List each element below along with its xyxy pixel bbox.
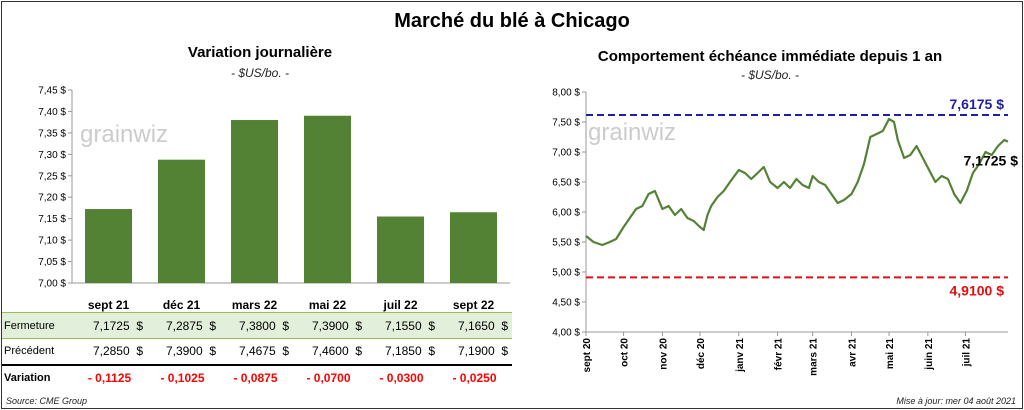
table-cell: 7,4600 $ — [293, 338, 366, 366]
bar-category-label: sept 22 — [453, 298, 495, 312]
line-y-tick-label: 7,50 $ — [552, 118, 580, 129]
line-x-tick-label: mai 21 — [885, 338, 896, 370]
line-y-tick-label: 5,50 $ — [552, 238, 580, 249]
table-cell: - 0,0250 — [452, 371, 497, 385]
bar-chart-plot: 7,00 $ 7,05 $ 7,10 $ 7,15 $ 7,20 $ 7,25 $ 7,30… — [38, 86, 510, 312]
contracts-table: Fermeture 7,1725 $7,2875 $7,3800 $7,3900 … — [2, 312, 512, 391]
bar-category-label: mai 22 — [309, 298, 347, 312]
table-cell: - 0,0300 — [379, 371, 424, 385]
bar-category-label: mars 22 — [232, 298, 278, 312]
min-value-label: 4,9100 $ — [950, 282, 1005, 298]
line-x-tick-label: nov 20 — [658, 338, 669, 370]
bar-1 — [158, 159, 205, 283]
table-cell: 7,1850 $ — [366, 338, 439, 366]
line-y-tick-label: 6,00 $ — [552, 208, 580, 219]
line-y-tick-label: 5,00 $ — [552, 268, 580, 279]
bar-chart-title: Variation journalière — [187, 44, 333, 61]
bar-y-tick-label: 7,25 $ — [38, 171, 66, 182]
bar-2 — [231, 120, 278, 283]
bar-0 — [85, 209, 132, 283]
price-series-line — [585, 117, 1009, 247]
last-value-label: 7,1725 $ — [964, 153, 1019, 169]
line-chart-title: Comportement échéance immédiate depuis 1… — [597, 48, 943, 65]
line-x-tick-label: sept 20 — [582, 338, 593, 373]
table-cell: 7,1550 $ — [366, 312, 439, 339]
max-value-label: 7,6175 $ — [950, 96, 1005, 112]
table-cell: - 0,1025 — [160, 371, 205, 385]
line-y-tick-label: 4,50 $ — [552, 298, 580, 309]
source-note: Source: CME Group — [6, 396, 88, 406]
table-cell: - 0,1125 — [87, 371, 132, 385]
bar-chart: 7,00 $ 7,05 $ 7,10 $ 7,15 $ 7,20 $ 7,25 $ 7,30… — [38, 86, 510, 312]
bar-y-tick-label: 7,35 $ — [38, 128, 66, 139]
table-cell: 7,2875 $ — [147, 312, 220, 339]
line-x-tick-label: avr 21 — [847, 338, 858, 367]
bar-4 — [377, 216, 424, 283]
watermark-logo: grainwiz — [588, 119, 676, 146]
line-y-tick-label: 7,00 $ — [552, 148, 580, 159]
bar-3 — [304, 115, 351, 283]
bar-chart-unit: - $US/bo. - — [230, 66, 290, 80]
table-cell: 7,1725 $ — [74, 312, 147, 339]
bar-y-tick-label: 7,15 $ — [38, 214, 66, 225]
bar-5 — [450, 212, 497, 283]
table-cell: 7,3800 $ — [220, 312, 293, 339]
line-x-tick-label: janv 21 — [735, 338, 746, 373]
table-row: Fermeture 7,1725 $7,2875 $7,3800 $7,3900 … — [2, 312, 512, 339]
bar-category-label: déc 21 — [163, 298, 201, 312]
bar-y-tick-label: 7,05 $ — [38, 257, 66, 268]
bar-y-tick-label: 7,30 $ — [38, 150, 66, 161]
line-y-tick-label: 6,50 $ — [552, 178, 580, 189]
table-cell: - 0,0700 — [306, 371, 351, 385]
bar-category-label: juil 22 — [382, 298, 417, 312]
table-cell: 7,1650 $ — [439, 312, 512, 339]
line-x-tick-label: juil 21 — [961, 338, 972, 368]
bar-y-tick-label: 7,40 $ — [38, 107, 66, 118]
table-cell: 7,4675 $ — [220, 338, 293, 366]
table-row: Précédent 7,2850 $7,3900 $7,4675 $7,4600 … — [2, 338, 512, 366]
bar-y-tick-label: 7,00 $ — [38, 279, 66, 290]
row-label: Précédent — [2, 338, 74, 366]
line-chart-plot: 4,00 $ 4,50 $ 5,00 $ 5,50 $ 6,00 $ 6,50 $ 7,00… — [552, 88, 1018, 376]
line-y-tick-label: 8,00 $ — [552, 88, 580, 99]
table-cell: 7,3900 $ — [293, 312, 366, 339]
bar-category-label: sept 21 — [88, 298, 130, 312]
line-y-tick-label: 4,00 $ — [552, 328, 580, 339]
bar-y-tick-label: 7,10 $ — [38, 236, 66, 247]
line-chart-unit: - $US/bo. - — [740, 68, 800, 82]
line-x-tick-label: oct 20 — [620, 338, 631, 367]
line-x-tick-label: juin 21 — [924, 338, 935, 371]
row-label: Variation — [4, 372, 51, 384]
bar-y-tick-label: 7,20 $ — [38, 193, 66, 204]
line-x-tick-label: déc 20 — [696, 338, 707, 370]
table-row: Variation - 0,1125 - 0,1025 - 0,0875 - 0,070… — [2, 365, 512, 391]
line-x-tick-label: févr 21 — [774, 338, 785, 371]
row-label: Fermeture — [2, 312, 74, 339]
page-title: Marché du blé à Chicago — [394, 10, 630, 32]
table-cell: 7,3900 $ — [147, 338, 220, 366]
update-note: Mise à jour: mer 04 août 2021 — [896, 396, 1016, 406]
watermark-logo: grainwiz — [80, 121, 168, 148]
table-cell: 7,2850 $ — [74, 338, 147, 366]
bar-y-tick-label: 7,45 $ — [38, 86, 66, 97]
table-cell: 7,1900 $ — [439, 338, 512, 366]
table-cell: - 0,0875 — [233, 371, 278, 385]
line-x-tick-label: mars 21 — [809, 338, 820, 376]
line-chart: 4,00 $ 4,50 $ 5,00 $ 5,50 $ 6,00 $ 6,50 $ 7,00… — [552, 88, 1018, 376]
